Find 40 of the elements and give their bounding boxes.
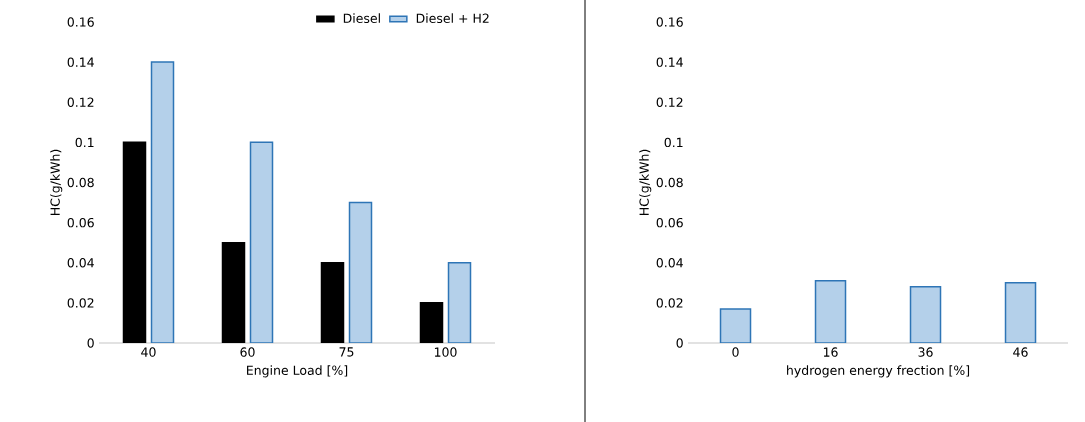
- y-tick-label: 0.16: [67, 17, 94, 27]
- y-tick-label: 0: [676, 338, 683, 348]
- y-tick-label: 0.1: [664, 137, 683, 148]
- bar: [1004, 282, 1037, 343]
- y-tick-label: 0.08: [656, 177, 683, 188]
- bar: [814, 280, 847, 343]
- y-tick-label: 0.04: [67, 258, 94, 268]
- bar: [150, 61, 175, 343]
- x-tick-label: 46: [1013, 347, 1028, 357]
- y-tick-label: 0.02: [67, 298, 94, 308]
- x-tick-label: 40: [141, 347, 156, 357]
- x-tick-label: 16: [823, 347, 838, 357]
- bar: [447, 262, 472, 343]
- x-tick-label: 75: [339, 347, 354, 357]
- y-tick-label: 0.14: [67, 57, 94, 67]
- bar: [909, 286, 942, 343]
- y-tick-label: 0.12: [67, 97, 94, 107]
- y-tick-label: 0.16: [656, 17, 683, 27]
- y-axis-title: HC(g/kWh): [639, 149, 652, 216]
- x-tick-label: 100: [434, 347, 457, 357]
- y-tick-label: 0.06: [656, 217, 683, 228]
- bar: [249, 141, 274, 343]
- y-axis-title: HC(g/kWh): [50, 149, 63, 216]
- legend-label: Diesel: [343, 13, 380, 24]
- x-tick-label: 0: [732, 347, 739, 357]
- legend-label: Diesel + H2: [416, 13, 489, 24]
- y-tick-label: 0.14: [656, 57, 683, 67]
- x-tick-label: 36: [918, 347, 933, 357]
- x-axis-title: Engine Load [%]: [247, 365, 348, 378]
- x-axis-title: hydrogen energy frection [%]: [787, 365, 970, 378]
- x-tick-label: 60: [240, 347, 255, 357]
- y-tick-label: 0.02: [656, 298, 683, 308]
- y-tick-label: 0.04: [656, 258, 683, 268]
- y-tick-label: 0.1: [75, 137, 94, 148]
- y-tick-label: 0.08: [67, 177, 94, 188]
- y-tick-label: 0.06: [67, 217, 94, 228]
- bar: [348, 201, 373, 343]
- y-tick-label: 0: [87, 338, 94, 348]
- y-tick-label: 0.12: [656, 97, 683, 107]
- bar: [719, 308, 752, 343]
